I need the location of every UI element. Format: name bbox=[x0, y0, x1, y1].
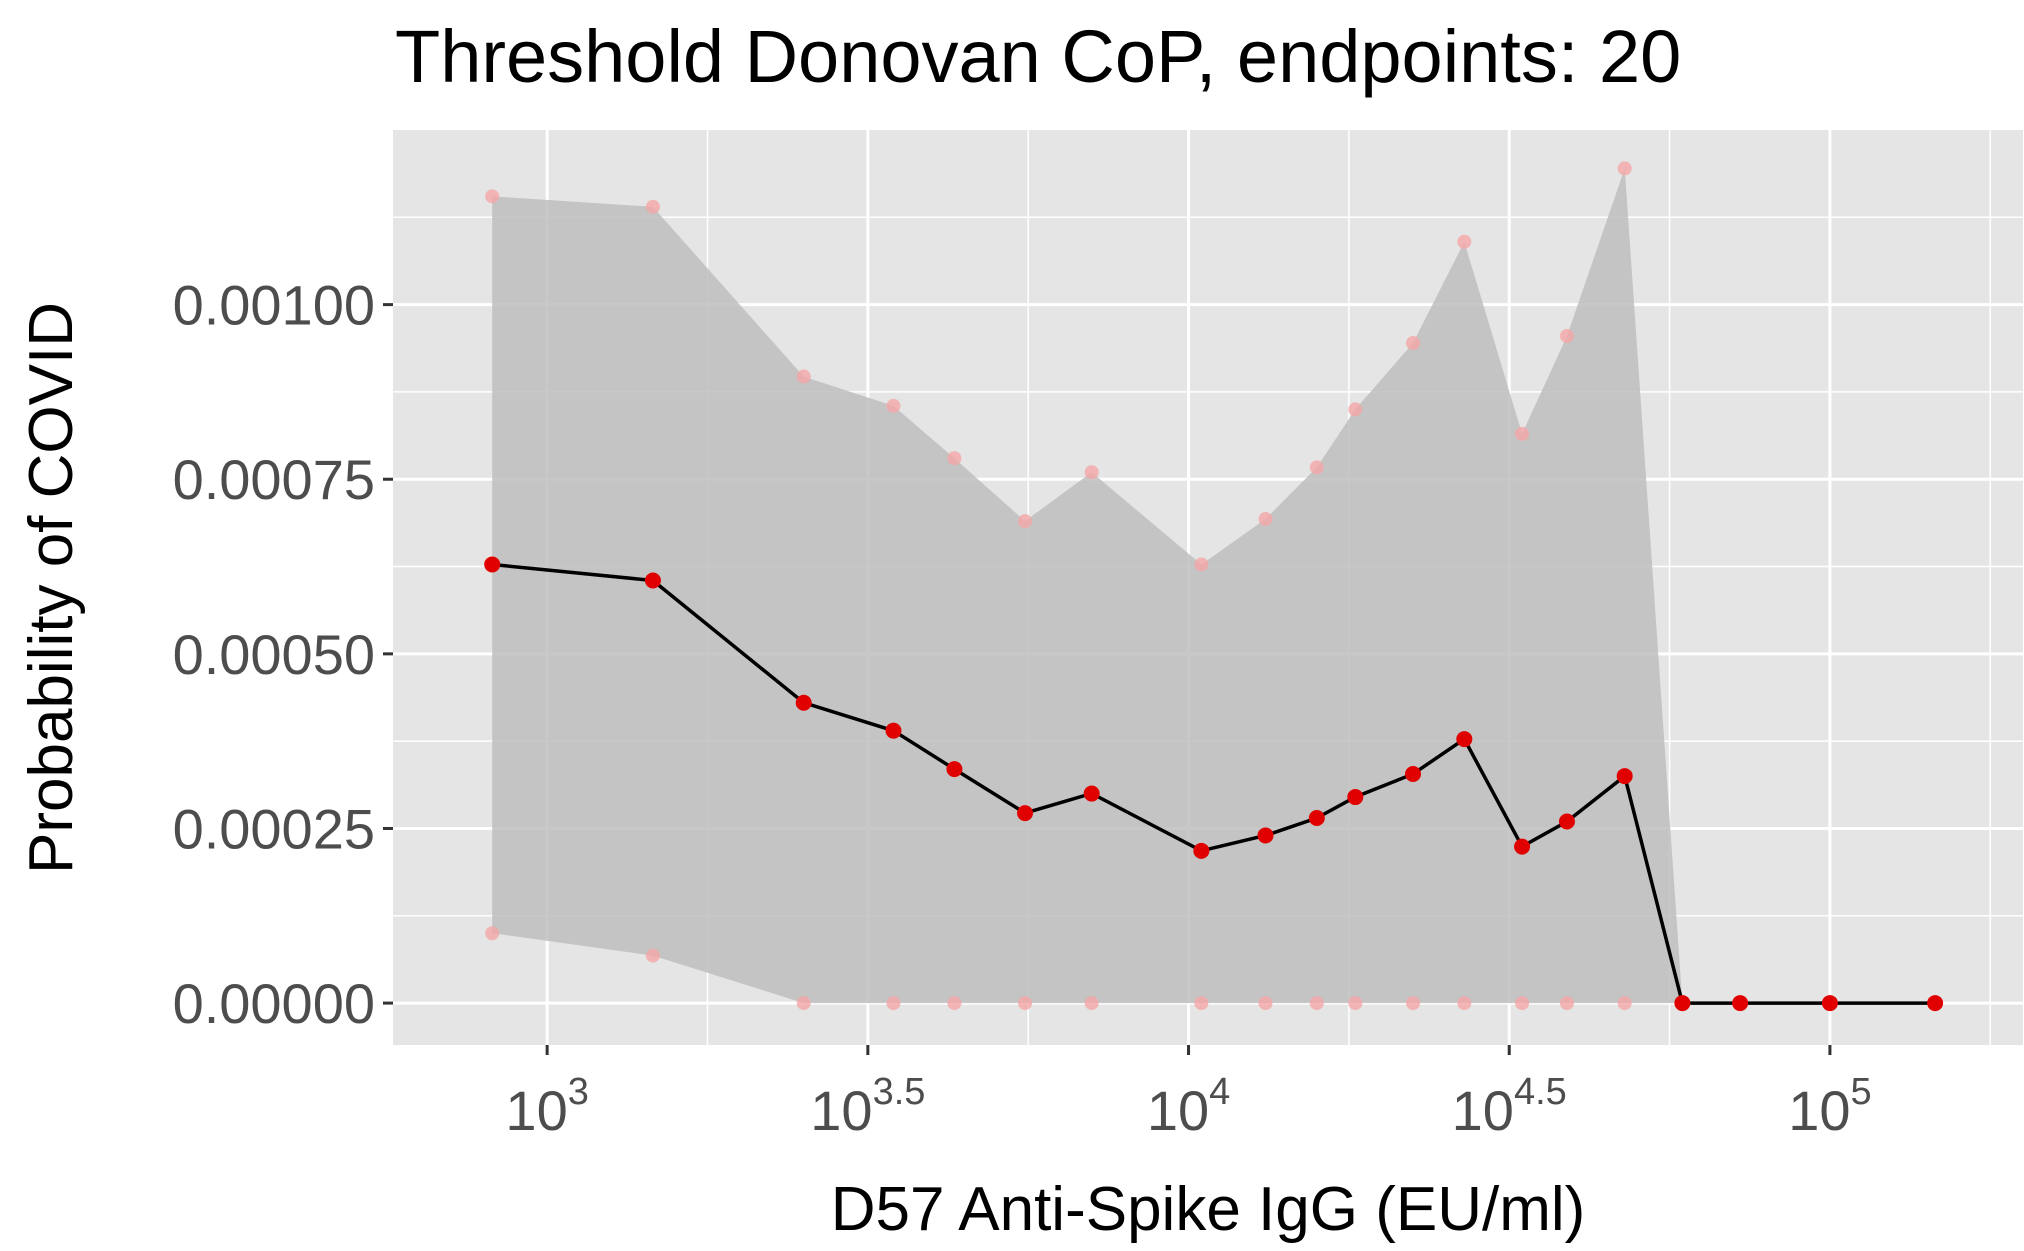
y-axis-title: Probability of COVID bbox=[17, 302, 86, 874]
lower-ci-point bbox=[796, 996, 811, 1011]
estimate-point bbox=[1927, 995, 1944, 1012]
upper-ci-point bbox=[886, 398, 901, 413]
lower-ci-point bbox=[1018, 996, 1033, 1011]
upper-ci-point bbox=[796, 369, 811, 384]
lower-ci-point bbox=[886, 996, 901, 1011]
chart-title: Threshold Donovan CoP, endpoints: 20 bbox=[395, 15, 1681, 98]
estimate-point bbox=[484, 556, 501, 573]
estimate-point bbox=[1558, 813, 1575, 830]
upper-ci-point bbox=[1018, 514, 1033, 529]
lower-ci-point bbox=[1084, 996, 1099, 1011]
upper-ci-point bbox=[1515, 426, 1530, 441]
estimate-point bbox=[885, 722, 902, 739]
lower-ci-point bbox=[645, 948, 660, 963]
lower-ci-point bbox=[1406, 996, 1421, 1011]
estimate-point bbox=[1674, 995, 1691, 1012]
x-tick-label: 104.5 bbox=[1452, 1071, 1567, 1142]
x-tick-label: 103.5 bbox=[810, 1071, 925, 1142]
lower-ci-point bbox=[1515, 996, 1530, 1011]
estimate-points-layer bbox=[484, 556, 1944, 1012]
estimate-point bbox=[1257, 827, 1274, 844]
confidence-ribbon bbox=[492, 168, 1683, 1004]
confidence-ribbon-layer bbox=[492, 168, 1683, 1004]
estimate-point bbox=[946, 761, 963, 778]
estimate-point bbox=[1083, 785, 1100, 802]
lower-ci-point bbox=[1617, 996, 1632, 1011]
estimate-point bbox=[1456, 731, 1473, 748]
ci-points-layer bbox=[485, 161, 1632, 1011]
estimate-point bbox=[795, 694, 812, 711]
x-axis-title: D57 Anti-Spike IgG (EU/ml) bbox=[831, 1175, 1586, 1244]
y-tick-label: 0.00050 bbox=[173, 623, 375, 686]
estimate-line bbox=[492, 562, 1936, 1005]
lower-ci-point bbox=[1348, 996, 1363, 1011]
x-tick-label: 105 bbox=[1788, 1071, 1871, 1142]
upper-ci-point bbox=[1457, 234, 1472, 249]
upper-ci-point bbox=[947, 451, 962, 466]
upper-ci-point bbox=[1406, 336, 1421, 351]
estimate-point bbox=[1616, 768, 1633, 785]
estimate-point bbox=[1821, 995, 1838, 1012]
upper-ci-point bbox=[1194, 557, 1209, 572]
upper-ci-point bbox=[1617, 161, 1632, 176]
estimate-point bbox=[1193, 842, 1210, 859]
estimate-point bbox=[1405, 765, 1422, 782]
lower-ci-point bbox=[1457, 996, 1472, 1011]
lower-ci-point bbox=[1258, 996, 1273, 1011]
lower-ci-point bbox=[947, 996, 962, 1011]
lower-ci-point bbox=[1559, 996, 1574, 1011]
x-tick-label: 103 bbox=[505, 1071, 588, 1142]
estimate-point bbox=[1732, 995, 1749, 1012]
upper-ci-point bbox=[1084, 465, 1099, 480]
y-tick-label: 0.00075 bbox=[173, 448, 375, 511]
estimate-point bbox=[1308, 809, 1325, 826]
estimate-point bbox=[644, 572, 661, 589]
estimate-point bbox=[1514, 838, 1531, 855]
estimate-point bbox=[1017, 805, 1034, 822]
lower-ci-point bbox=[1309, 996, 1324, 1011]
upper-ci-point bbox=[1258, 512, 1273, 527]
y-axis-ticks: 0.00000 0.00025 0.00050 0.00075 0.00100 bbox=[173, 274, 393, 1035]
lower-ci-point bbox=[485, 926, 500, 941]
upper-ci-point bbox=[485, 189, 500, 204]
x-tick-label: 104 bbox=[1147, 1071, 1230, 1142]
y-tick-label: 0.00025 bbox=[173, 797, 375, 860]
estimate-point bbox=[1347, 789, 1364, 806]
y-tick-label: 0.00100 bbox=[173, 274, 375, 337]
x-axis-ticks: 103 103.5 104 104.5 105 bbox=[505, 1045, 1872, 1142]
y-tick-label: 0.00000 bbox=[173, 972, 375, 1035]
upper-ci-point bbox=[1309, 460, 1324, 475]
upper-ci-point bbox=[1559, 329, 1574, 344]
lower-ci-point bbox=[1194, 996, 1209, 1011]
upper-ci-point bbox=[645, 199, 660, 214]
upper-ci-point bbox=[1348, 402, 1363, 417]
estimate-line-layer bbox=[492, 562, 1936, 1005]
